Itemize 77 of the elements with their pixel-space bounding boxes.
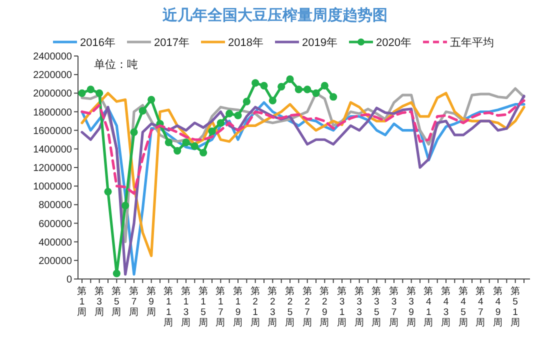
x-tick-label: 第35周 xyxy=(372,285,382,328)
y-tick-label: 1000000 xyxy=(33,182,72,193)
y-tick-label: 1800000 xyxy=(33,107,72,118)
x-tick-label: 第5周 xyxy=(112,285,122,318)
point xyxy=(112,270,120,278)
x-tick-label: 第13周 xyxy=(181,285,191,328)
legend-label: 五年平均 xyxy=(450,37,494,49)
x-tick-label: 第1周 xyxy=(77,285,87,318)
x-tick-label: 第47周 xyxy=(476,285,486,328)
x-tick-label: 第3周 xyxy=(94,285,104,318)
point xyxy=(216,119,224,127)
point xyxy=(130,128,138,136)
x-tick-label: 第9周 xyxy=(146,285,156,318)
point xyxy=(226,110,234,118)
point xyxy=(260,82,268,90)
y-tick-label: 2400000 xyxy=(33,52,72,62)
y-tick-label: 200000 xyxy=(38,256,72,267)
point xyxy=(294,86,302,94)
point xyxy=(268,96,276,104)
x-tick-label: 第19周 xyxy=(233,285,243,328)
x-tick-label: 第51周 xyxy=(510,285,520,328)
x-tick-label: 第27周 xyxy=(302,285,312,328)
x-tick-label: 第17周 xyxy=(216,285,226,328)
x-tick-label: 第11周 xyxy=(164,285,174,328)
chart-title: 近几年全国大豆压榨量周度趋势图 xyxy=(162,6,388,24)
y-tick-label: 1600000 xyxy=(33,126,72,137)
point xyxy=(86,86,94,94)
x-tick-label: 第29周 xyxy=(320,285,330,328)
y-tick-label: 400000 xyxy=(38,237,72,248)
point xyxy=(96,89,104,97)
point xyxy=(190,142,198,150)
point xyxy=(182,138,190,146)
point xyxy=(234,112,242,120)
point xyxy=(278,82,286,90)
x-tick-label: 第43周 xyxy=(441,285,451,328)
x-tick-label: 第41周 xyxy=(424,285,434,328)
point xyxy=(320,82,328,90)
legend-label: 2020年 xyxy=(376,37,412,49)
point xyxy=(164,138,172,146)
y-tick-label: 0 xyxy=(66,274,72,286)
point xyxy=(252,79,260,87)
point xyxy=(330,93,338,101)
y-tick-label: 2200000 xyxy=(33,70,72,82)
y-tick-label: 1400000 xyxy=(33,144,72,156)
y-tick-label: 600000 xyxy=(38,218,72,230)
point xyxy=(138,107,146,115)
x-tick-label: 第23周 xyxy=(268,285,278,328)
point xyxy=(312,89,320,97)
point xyxy=(286,75,294,84)
line-series xyxy=(80,99,526,195)
point xyxy=(174,146,182,155)
legend-label: 2017年 xyxy=(154,37,190,49)
x-tick-label: 第33周 xyxy=(354,285,364,328)
point xyxy=(148,96,156,104)
x-tick-label: 第45周 xyxy=(458,285,468,328)
point xyxy=(122,202,130,210)
legend-label: 2018年 xyxy=(228,37,264,49)
x-tick-label: 第31周 xyxy=(337,285,347,328)
legend-label: 2016年 xyxy=(80,37,116,49)
point xyxy=(242,98,250,106)
y-tick-label: 2000000 xyxy=(33,88,72,100)
x-tick-label: 第39周 xyxy=(406,285,416,328)
legend-label: 2019年 xyxy=(302,37,338,49)
x-tick-label: 第21周 xyxy=(250,285,260,328)
y-tick-label: 800000 xyxy=(38,200,72,212)
y-tick-label: 1200000 xyxy=(33,163,72,174)
annotation: 单位：吨 xyxy=(94,58,138,71)
x-tick-label: 第25周 xyxy=(285,285,295,328)
point xyxy=(304,86,312,94)
point xyxy=(104,188,112,196)
x-tick-label: 第49周 xyxy=(493,285,503,328)
x-tick-label: 第37周 xyxy=(389,285,399,328)
x-tick-label: 第15周 xyxy=(198,285,208,328)
point xyxy=(200,148,208,156)
x-tick-label: 第7周 xyxy=(129,285,139,318)
point xyxy=(78,89,86,97)
point xyxy=(208,127,216,136)
